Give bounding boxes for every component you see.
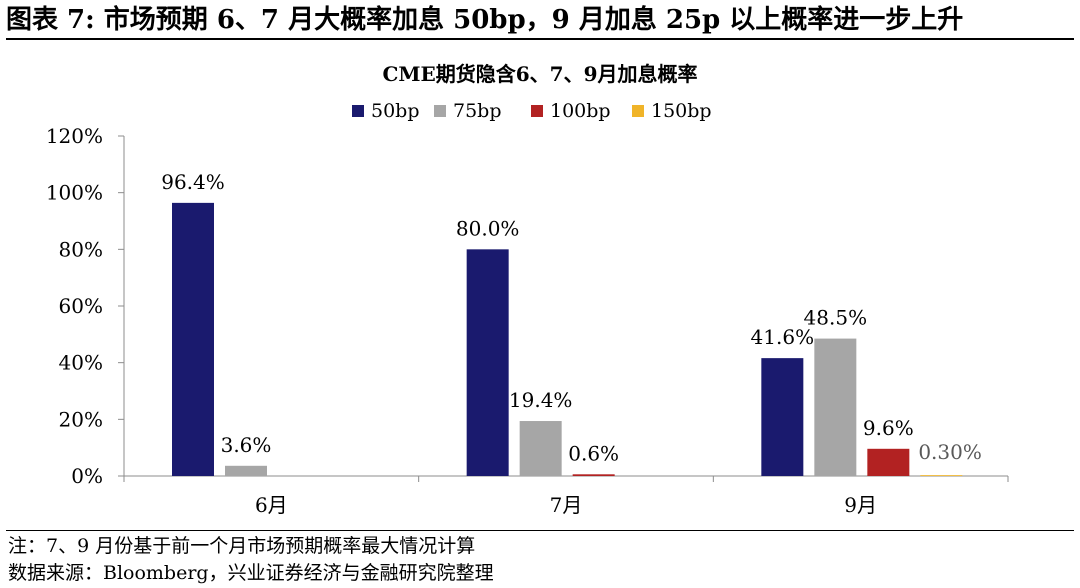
legend-label-75bp: 75bp xyxy=(453,100,502,122)
bar-series-group xyxy=(172,202,963,476)
legend-swatch-75bp xyxy=(434,105,446,117)
legend-label-100bp: 100bp xyxy=(550,100,611,122)
y-tick-label: 80% xyxy=(59,237,103,261)
data-label-75bp-6月: 3.6% xyxy=(221,433,272,457)
y-tick-label: 120% xyxy=(46,124,103,148)
chart-title: CME期货隐含6、7、9月加息概率 xyxy=(382,62,697,86)
chart-legend: 50bp 75bp 100bp 150bp xyxy=(352,100,712,122)
source-note: 数据来源：Bloomberg，兴业证券经济与金融研究院整理 xyxy=(8,562,494,584)
x-tick-label: 9月 xyxy=(844,493,877,517)
y-tick-label: 0% xyxy=(71,464,103,488)
y-axis: 0% 20% 40% 60% 80% 100% 120% xyxy=(46,124,125,488)
data-label-150bp-9月: 0.30% xyxy=(918,440,982,464)
x-tick-label: 6月 xyxy=(255,493,288,517)
data-label-50bp-9月: 41.6% xyxy=(751,325,815,349)
bar-100bp-7月 xyxy=(572,474,615,476)
x-tick-label: 7月 xyxy=(550,493,583,517)
legend-swatch-50bp xyxy=(352,105,364,117)
bar-50bp-7月 xyxy=(466,249,509,476)
data-label-75bp-9月: 48.5% xyxy=(804,306,868,330)
y-tick-label: 20% xyxy=(59,407,103,431)
legend-swatch-100bp xyxy=(531,105,543,117)
footer-rule xyxy=(6,530,1074,531)
y-tick-label: 40% xyxy=(59,351,103,375)
bar-100bp-9月 xyxy=(867,448,910,476)
y-tick-label: 60% xyxy=(59,294,103,318)
legend-label-150bp: 150bp xyxy=(651,100,712,122)
chart-note: 注：7、9 月份基于前一个月市场预期概率最大情况计算 xyxy=(8,535,476,557)
data-label-group: 96.4% 80.0% 41.6% 3.6% 19.4% 48.5% 0.6% 9.6%0.3… xyxy=(161,170,982,465)
bar-75bp-7月 xyxy=(519,421,562,476)
data-label-75bp-7月: 19.4% xyxy=(509,388,573,412)
bar-75bp-6月 xyxy=(225,465,267,476)
data-label-100bp-9月: 9.6% xyxy=(863,416,914,440)
data-label-50bp-7月: 80.0% xyxy=(456,216,520,240)
x-axis: 6月 7月 9月 xyxy=(123,475,1009,517)
bar-50bp-9月 xyxy=(761,358,804,476)
legend-label-50bp: 50bp xyxy=(371,100,420,122)
legend-swatch-150bp xyxy=(632,105,644,117)
bar-75bp-9月 xyxy=(814,338,857,476)
figure-title: 图表 7: 市场预期 6、7 月大概率加息 50bp，9 月加息 25p 以上概… xyxy=(6,2,1074,40)
bar-chart: CME期货隐含6、7、9月加息概率 50bp 75bp 100bp 150bp 0% 2… xyxy=(46,62,1009,517)
bar-50bp-6月 xyxy=(172,202,214,476)
bar-150bp-9月 xyxy=(920,475,963,476)
y-tick-label: 100% xyxy=(46,181,103,205)
data-label-100bp-7月: 0.6% xyxy=(568,441,619,465)
data-label-50bp-6月: 96.4% xyxy=(161,170,225,194)
